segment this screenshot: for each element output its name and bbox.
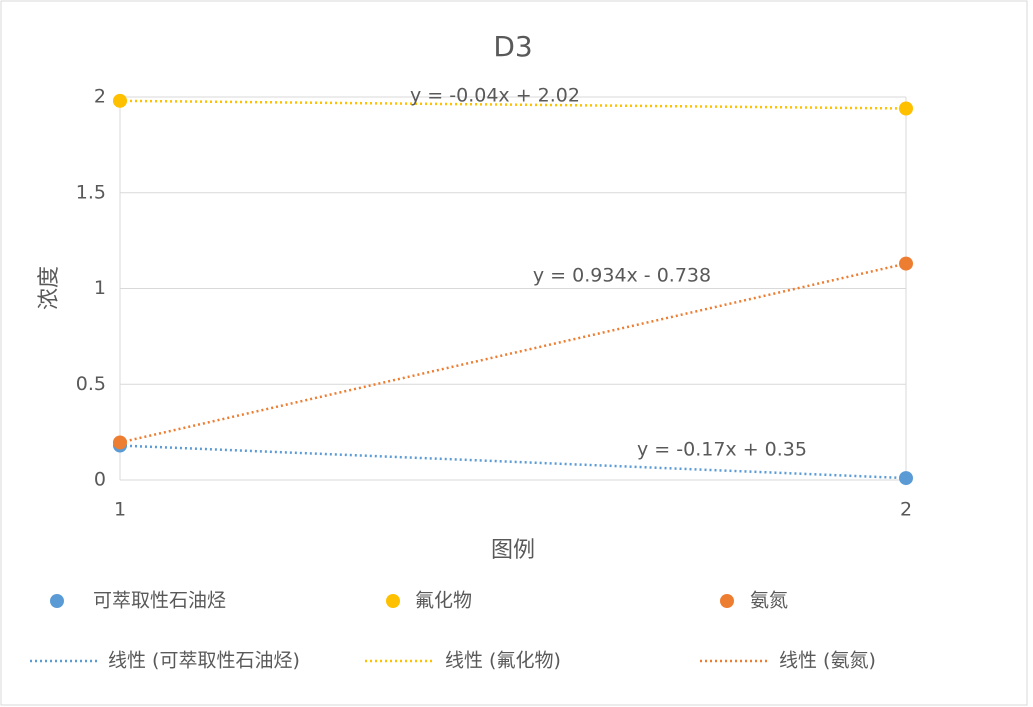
y-tick-label: 2 <box>94 86 106 108</box>
legend-label: 线性 (可萃取性石油烃) <box>108 650 300 672</box>
y-tick-label: 0.5 <box>76 373 106 395</box>
legend-label: 可萃取性石油烃 <box>93 590 226 612</box>
legend-label: 氟化物 <box>415 590 472 612</box>
y-tick-label: 1.5 <box>76 181 106 203</box>
data-point <box>113 435 127 450</box>
legend-label: 氨氮 <box>750 590 788 612</box>
chart-title: D3 <box>493 30 532 63</box>
y-tick-label: 1 <box>94 277 106 299</box>
trendline <box>119 444 907 480</box>
x-tick-label: 2 <box>900 499 912 521</box>
legend-label: 线性 (氨氮) <box>779 650 876 672</box>
trendline-equation: y = 0.934x - 0.738 <box>533 265 711 287</box>
legend-marker <box>50 594 64 608</box>
trendline-equation: y = -0.04x + 2.02 <box>410 85 580 107</box>
trendline <box>119 262 907 444</box>
y-axis-title: 浓度 <box>37 266 62 310</box>
legend-marker <box>720 594 734 608</box>
legend-marker <box>386 594 400 608</box>
x-tick-label: 1 <box>114 499 126 521</box>
data-point <box>113 93 127 108</box>
legend-label: 线性 (氟化物) <box>445 650 561 672</box>
data-point <box>899 471 913 486</box>
data-point <box>899 256 913 271</box>
y-tick-label: 0 <box>94 469 106 491</box>
x-axis-title: 图例 <box>491 538 535 563</box>
trendline-equation: y = -0.17x + 0.35 <box>637 439 807 461</box>
data-point <box>899 101 913 116</box>
trendline <box>119 99 907 110</box>
